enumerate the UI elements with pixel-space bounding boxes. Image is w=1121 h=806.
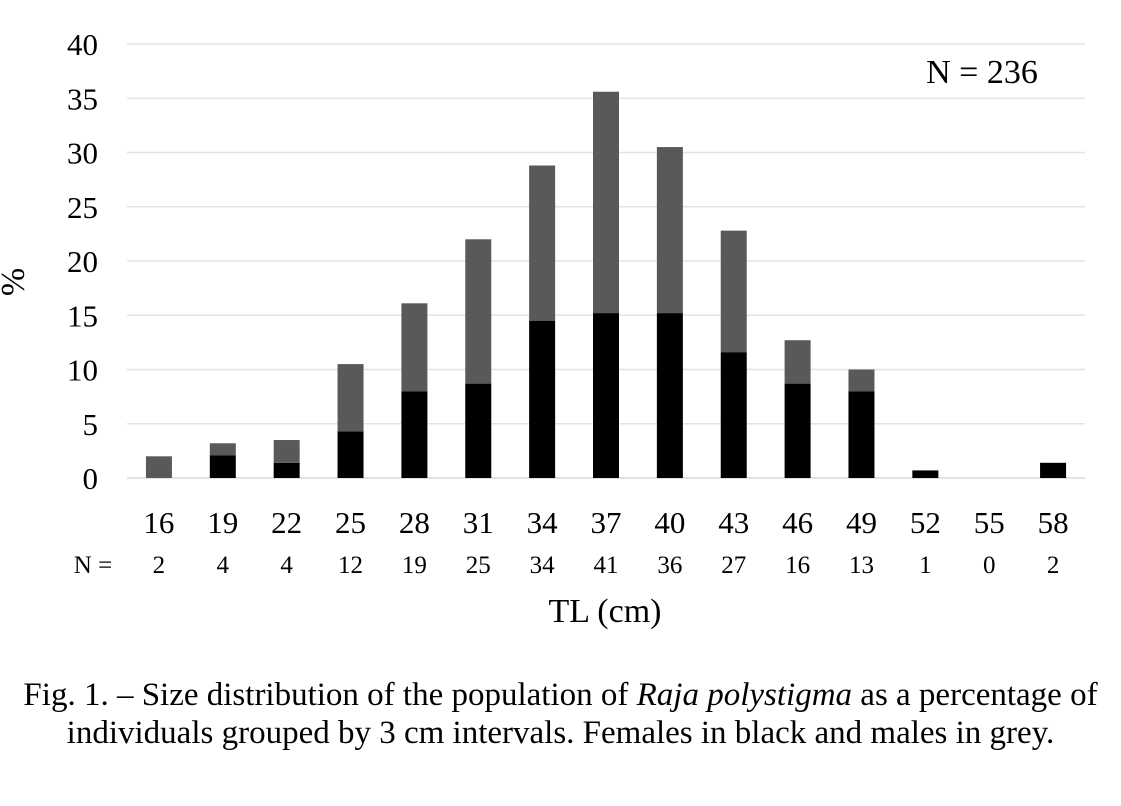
bar-segment-female (593, 313, 619, 478)
bar-segment-male (720, 230, 747, 353)
x-tick-labels: 16 19 22 25 28 31 34 37 40 43 46 49 52 55 58 (143, 505, 1068, 540)
x-tick-label: 16 (143, 505, 174, 540)
y-tick-label: 30 (67, 136, 98, 171)
caption-species: Raja polystigma (636, 677, 853, 713)
x-axis-label: TL (cm) (549, 593, 662, 630)
bar-segment-male (145, 456, 172, 478)
x-tick-label: 34 (527, 505, 559, 540)
x-tick-label: 19 (207, 505, 238, 540)
bar-segment-female (465, 383, 492, 478)
caption-suffix: as a percentage of individuals grouped b… (66, 677, 1098, 751)
count-label: 13 (849, 552, 874, 579)
bar-segment-male (273, 440, 300, 463)
count-label: 1 (919, 552, 932, 579)
x-tick-label: 37 (591, 505, 622, 540)
bar-segment-male (209, 443, 236, 456)
bars (145, 91, 1067, 478)
bar-segment-male (848, 369, 875, 392)
bar-segment-female (401, 391, 428, 478)
count-label: 27 (721, 552, 746, 579)
count-row-label: N = (74, 552, 112, 579)
bar-segment-male (465, 239, 492, 384)
count-label: 25 (466, 552, 491, 579)
bar-segment-female (656, 313, 683, 478)
bar-segment-male (337, 364, 364, 432)
bar-segment-male (401, 303, 428, 392)
x-tick-label: 52 (910, 505, 941, 540)
x-tick-label: 55 (974, 505, 1005, 540)
x-tick-label: 22 (271, 505, 302, 540)
bar-segment-male (784, 340, 811, 384)
bar-segment-male (656, 147, 683, 314)
bar-segment-male (529, 165, 556, 321)
y-axis-label: % (0, 268, 32, 296)
count-label: 36 (657, 552, 682, 579)
bar-segment-female (209, 455, 236, 478)
count-label: 12 (338, 552, 363, 579)
y-tick-label: 0 (83, 461, 99, 496)
y-tick-label: 5 (83, 407, 99, 442)
total-count-annotation: N = 236 (926, 54, 1038, 91)
y-tick-label: 25 (67, 190, 98, 225)
figure-caption: Fig. 1. – Size distribution of the popul… (10, 676, 1111, 752)
y-tick-label: 20 (67, 244, 98, 279)
caption-prefix: Fig. 1. – Size distribution of the popul… (23, 677, 637, 713)
bar-segment-female (784, 383, 811, 478)
bar-segment-female (848, 391, 875, 478)
x-tick-label: 31 (463, 505, 494, 540)
x-tick-label: 43 (718, 505, 749, 540)
count-label: 34 (530, 552, 556, 579)
y-tick-label: 15 (67, 298, 98, 333)
bar-segment-female (337, 431, 364, 478)
bar-segment-female (720, 352, 747, 478)
bar-segment-female (1040, 462, 1067, 478)
x-tick-label: 58 (1038, 505, 1069, 540)
x-tick-label: 46 (782, 505, 813, 540)
count-label: 4 (217, 552, 230, 579)
bar-segment-female (273, 462, 300, 478)
count-label: 4 (280, 552, 293, 579)
bar-segment-female (912, 470, 939, 478)
count-label: 41 (594, 552, 619, 579)
x-tick-label: 40 (654, 505, 685, 540)
count-label: 16 (785, 552, 810, 579)
count-labels: 2 4 4 12 19 25 34 41 36 27 16 13 1 0 2 (153, 552, 1060, 579)
y-tick-label: 35 (67, 81, 98, 116)
y-tick-label: 10 (67, 353, 98, 388)
count-label: 19 (402, 552, 427, 579)
count-label: 0 (983, 552, 996, 579)
x-tick-label: 25 (335, 505, 366, 540)
bar-segment-male (593, 91, 619, 314)
bar-segment-female (529, 320, 556, 478)
y-tick-label: 40 (67, 27, 98, 62)
count-label: 2 (153, 552, 166, 579)
count-label: 2 (1047, 552, 1060, 579)
x-tick-label: 49 (846, 505, 877, 540)
y-tick-labels: 0 5 10 15 20 25 30 35 40 (67, 27, 98, 496)
x-tick-label: 28 (399, 505, 430, 540)
